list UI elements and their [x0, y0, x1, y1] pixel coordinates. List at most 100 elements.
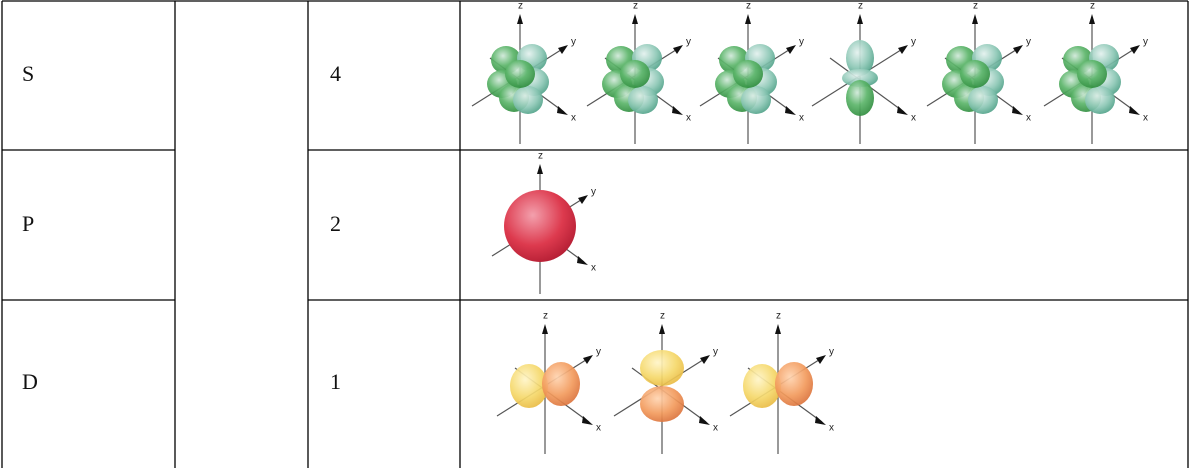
- axis-label: y: [591, 187, 596, 198]
- axis-label: x: [713, 423, 718, 434]
- orbital-label: P: [22, 211, 34, 236]
- axis-label: y: [713, 347, 718, 358]
- axis-arrow: [699, 416, 710, 425]
- axis-label: y: [799, 37, 804, 48]
- orbital-lobe: [640, 386, 684, 422]
- axis-label: z: [518, 1, 523, 12]
- axis-label: x: [596, 423, 601, 434]
- axis-label: z: [746, 1, 751, 12]
- orbital-lobe: [960, 60, 990, 88]
- axis-label: y: [571, 37, 576, 48]
- orbital-lobe: [846, 40, 874, 76]
- axis-arrow: [557, 106, 568, 115]
- axis-arrow: [1129, 106, 1140, 115]
- axis-arrow: [537, 164, 543, 174]
- axis-arrow: [582, 416, 593, 425]
- axis-label: z: [1090, 1, 1095, 12]
- orbital-figure: z y x: [729, 311, 834, 454]
- orbital-figure: z y x: [496, 311, 601, 454]
- axis-label: x: [686, 113, 691, 124]
- orbital-label: D: [22, 369, 38, 394]
- axis-label: z: [633, 1, 638, 12]
- axis-arrow: [897, 106, 908, 115]
- axis-arrow: [672, 106, 683, 115]
- axis-arrow: [745, 14, 751, 24]
- axis-arrow: [785, 106, 796, 115]
- axis-arrow: [1013, 45, 1023, 54]
- orbital-lobe: [505, 60, 535, 88]
- orbital-figure: z y x: [586, 1, 691, 144]
- axis-label: x: [1143, 113, 1148, 124]
- orbital-figure: z y x: [811, 1, 916, 144]
- orbital-figure: z y x: [491, 151, 596, 294]
- axis-label: z: [858, 1, 863, 12]
- axis-label: z: [973, 1, 978, 12]
- orbital-lobe: [741, 86, 771, 114]
- axis-label: y: [1143, 37, 1148, 48]
- orbital-figure: z y x: [699, 1, 804, 144]
- axis-label: y: [686, 37, 691, 48]
- orbital-figure: z y x: [926, 1, 1031, 144]
- axis-label: x: [911, 113, 916, 124]
- axis-label: x: [1026, 113, 1031, 124]
- axis-label: z: [776, 311, 781, 322]
- orbital-figure: z y x: [613, 311, 718, 454]
- orbital-lobe: [628, 86, 658, 114]
- axis-arrow: [578, 195, 588, 204]
- orbital-figures: z y x z y x z y x z y x z y x z y x z y x z y x z y x z y x: [471, 1, 1148, 454]
- orbital-count: 1: [330, 369, 341, 394]
- orbital-lobe: [504, 190, 576, 262]
- axis-label: y: [911, 37, 916, 48]
- orbital-lobe: [620, 60, 650, 88]
- axis-label: z: [660, 311, 665, 322]
- orbital-lobe: [510, 364, 548, 408]
- axis-arrow: [857, 14, 863, 24]
- axis-label: x: [571, 113, 576, 124]
- axis-arrow: [1012, 106, 1023, 115]
- orbital-lobe: [743, 364, 781, 408]
- axis-arrow: [972, 14, 978, 24]
- axis-arrow: [558, 45, 568, 54]
- axis-label: y: [596, 347, 601, 358]
- axis-arrow: [632, 14, 638, 24]
- orbital-lobe: [1085, 86, 1115, 114]
- orbital-figure: z y x: [1043, 1, 1148, 144]
- axis-arrow: [659, 324, 665, 334]
- orbital-count: 2: [330, 211, 341, 236]
- orbital-label: S: [22, 61, 34, 86]
- orbital-count: 4: [330, 61, 341, 86]
- axis-arrow: [673, 45, 683, 54]
- orbital-lobe: [775, 362, 813, 406]
- orbital-lobe: [842, 69, 878, 87]
- axis-arrow: [517, 14, 523, 24]
- axis-arrow: [577, 256, 588, 265]
- axis-arrow: [775, 324, 781, 334]
- axis-arrow: [1130, 45, 1140, 54]
- axis-label: z: [538, 151, 543, 162]
- axis-label: x: [799, 113, 804, 124]
- axis-label: y: [829, 347, 834, 358]
- axis-arrow: [815, 416, 826, 425]
- orbital-lobe: [1077, 60, 1107, 88]
- axis-arrow: [816, 355, 826, 364]
- orbital-figure: z y x: [471, 1, 576, 144]
- orbital-lobe: [968, 86, 998, 114]
- orbital-lobe: [846, 80, 874, 116]
- axis-label: z: [543, 311, 548, 322]
- axis-arrow: [700, 355, 710, 364]
- axis-label: y: [1026, 37, 1031, 48]
- axis-label: x: [829, 423, 834, 434]
- axis-arrow: [898, 45, 908, 54]
- axis-arrow: [786, 45, 796, 54]
- axis-arrow: [542, 324, 548, 334]
- orbital-lobe: [640, 350, 684, 386]
- axis-arrow: [1089, 14, 1095, 24]
- axis-arrow: [583, 355, 593, 364]
- orbital-lobe: [542, 362, 580, 406]
- orbital-lobe: [513, 86, 543, 114]
- axis-label: x: [591, 263, 596, 274]
- orbital-lobe: [733, 60, 763, 88]
